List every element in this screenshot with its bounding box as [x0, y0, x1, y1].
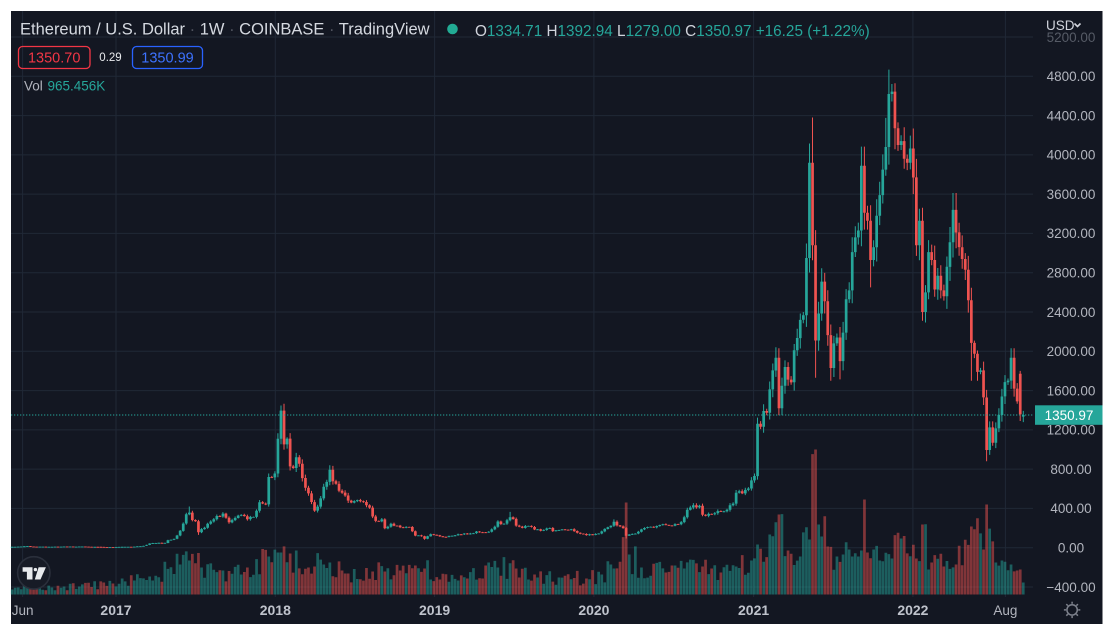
svg-text:3200.00: 3200.00: [1047, 226, 1096, 241]
svg-text:2019: 2019: [419, 602, 450, 618]
svg-text:Vol: Vol: [24, 78, 43, 93]
svg-text:4400.00: 4400.00: [1047, 108, 1096, 123]
svg-text:USD: USD: [1046, 18, 1075, 33]
svg-text:O1334.71 H1392.94 L1279.00 C13: O1334.71 H1392.94 L1279.00 C1350.97 +16.…: [475, 23, 870, 40]
svg-text:2021: 2021: [738, 602, 769, 618]
svg-text:2020: 2020: [578, 602, 609, 618]
svg-text:1350.99: 1350.99: [141, 51, 193, 67]
svg-text:800.00: 800.00: [1050, 462, 1091, 477]
svg-text:1350.70: 1350.70: [28, 51, 80, 67]
svg-text:2022: 2022: [897, 602, 928, 618]
svg-text:−400.00: −400.00: [1046, 580, 1095, 595]
svg-text:400.00: 400.00: [1050, 501, 1091, 516]
svg-text:1600.00: 1600.00: [1047, 383, 1096, 398]
svg-text:Ethereum / U.S. Dollar · 1W ·: Ethereum / U.S. Dollar · 1W · COINBASE ·…: [20, 21, 430, 39]
svg-text:Jun: Jun: [12, 603, 34, 618]
svg-text:2400.00: 2400.00: [1047, 305, 1096, 320]
svg-text:965.456K: 965.456K: [48, 78, 106, 93]
svg-text:Aug: Aug: [993, 603, 1017, 618]
svg-text:0.00: 0.00: [1058, 541, 1084, 556]
svg-text:2800.00: 2800.00: [1047, 266, 1096, 281]
svg-text:2018: 2018: [260, 602, 291, 618]
svg-text:4000.00: 4000.00: [1047, 148, 1096, 163]
svg-text:1200.00: 1200.00: [1047, 423, 1096, 438]
svg-text:3600.00: 3600.00: [1047, 187, 1096, 202]
svg-text:0.29: 0.29: [99, 52, 121, 64]
svg-text:2017: 2017: [100, 602, 131, 618]
svg-text:4800.00: 4800.00: [1047, 69, 1096, 84]
svg-text:2000.00: 2000.00: [1047, 344, 1096, 359]
svg-text:1350.97: 1350.97: [1045, 408, 1094, 423]
svg-text:5200.00: 5200.00: [1047, 30, 1096, 45]
